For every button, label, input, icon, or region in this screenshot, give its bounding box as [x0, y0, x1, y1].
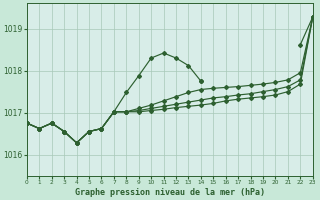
X-axis label: Graphe pression niveau de la mer (hPa): Graphe pression niveau de la mer (hPa)	[75, 188, 265, 197]
